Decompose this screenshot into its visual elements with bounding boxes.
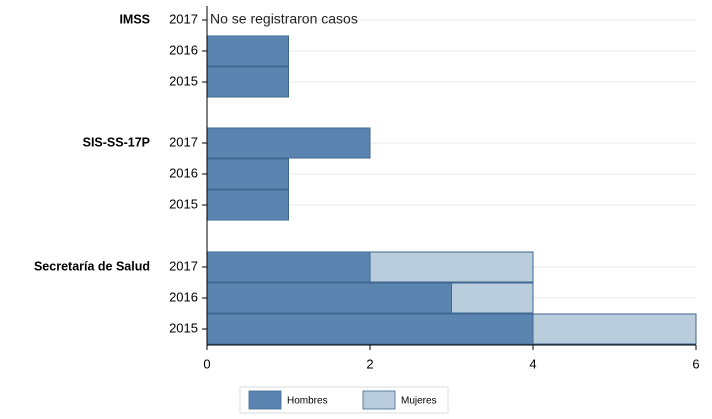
bar xyxy=(369,251,534,283)
bar xyxy=(206,158,289,190)
x-tick-label: 4 xyxy=(529,356,536,371)
y-tick-label: 2017 xyxy=(169,258,198,273)
y-tick-label: 2016 xyxy=(169,42,198,57)
legend-swatch xyxy=(362,390,396,410)
y-tick-label: 2015 xyxy=(169,196,198,211)
bar xyxy=(206,189,289,221)
bar xyxy=(451,282,534,314)
bar xyxy=(206,66,289,98)
legend-swatch xyxy=(248,390,282,410)
y-tick-label: 2017 xyxy=(169,11,198,26)
group-label: SIS-SS-17P xyxy=(83,135,150,149)
x-tick-label: 6 xyxy=(692,356,699,371)
group-label: Secretaría de Salud xyxy=(34,259,150,273)
y-tick-label: 2016 xyxy=(169,165,198,180)
bar xyxy=(206,35,289,67)
annotation: No se registraron casos xyxy=(210,11,358,27)
bar xyxy=(206,127,371,159)
legend-label: Hombres xyxy=(287,396,328,407)
bar xyxy=(206,313,534,345)
y-tick-label: 2015 xyxy=(169,320,198,335)
y-tick-label: 2016 xyxy=(169,289,198,304)
y-tick-label: 2015 xyxy=(169,73,198,88)
group-label: IMSS xyxy=(119,12,150,26)
bar xyxy=(206,251,371,283)
x-tick-label: 0 xyxy=(203,356,210,371)
bar xyxy=(206,282,452,314)
y-tick-label: 2017 xyxy=(169,134,198,149)
legend-label: Mujeres xyxy=(401,396,437,407)
x-tick-label: 2 xyxy=(366,356,373,371)
bar xyxy=(532,313,697,345)
